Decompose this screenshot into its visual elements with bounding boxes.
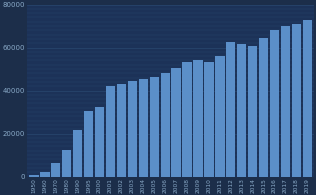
Bar — [193, 60, 203, 176]
Bar — [270, 30, 279, 176]
Bar — [139, 79, 148, 176]
Bar — [161, 73, 170, 176]
Bar — [117, 84, 126, 176]
Bar — [292, 24, 301, 176]
Bar — [248, 46, 257, 176]
Bar — [95, 107, 104, 176]
Bar — [281, 26, 290, 176]
Bar — [182, 62, 192, 176]
Bar — [204, 62, 214, 176]
Bar — [172, 68, 181, 176]
Bar — [62, 150, 71, 176]
Bar — [149, 77, 159, 176]
Bar — [29, 175, 39, 176]
Bar — [40, 172, 50, 176]
Bar — [226, 42, 235, 176]
Bar — [128, 81, 137, 176]
Bar — [259, 38, 268, 176]
Bar — [84, 111, 93, 176]
Bar — [303, 20, 312, 176]
Bar — [106, 86, 115, 176]
Bar — [73, 130, 82, 176]
Bar — [237, 44, 246, 176]
Bar — [51, 163, 60, 176]
Bar — [215, 56, 224, 176]
